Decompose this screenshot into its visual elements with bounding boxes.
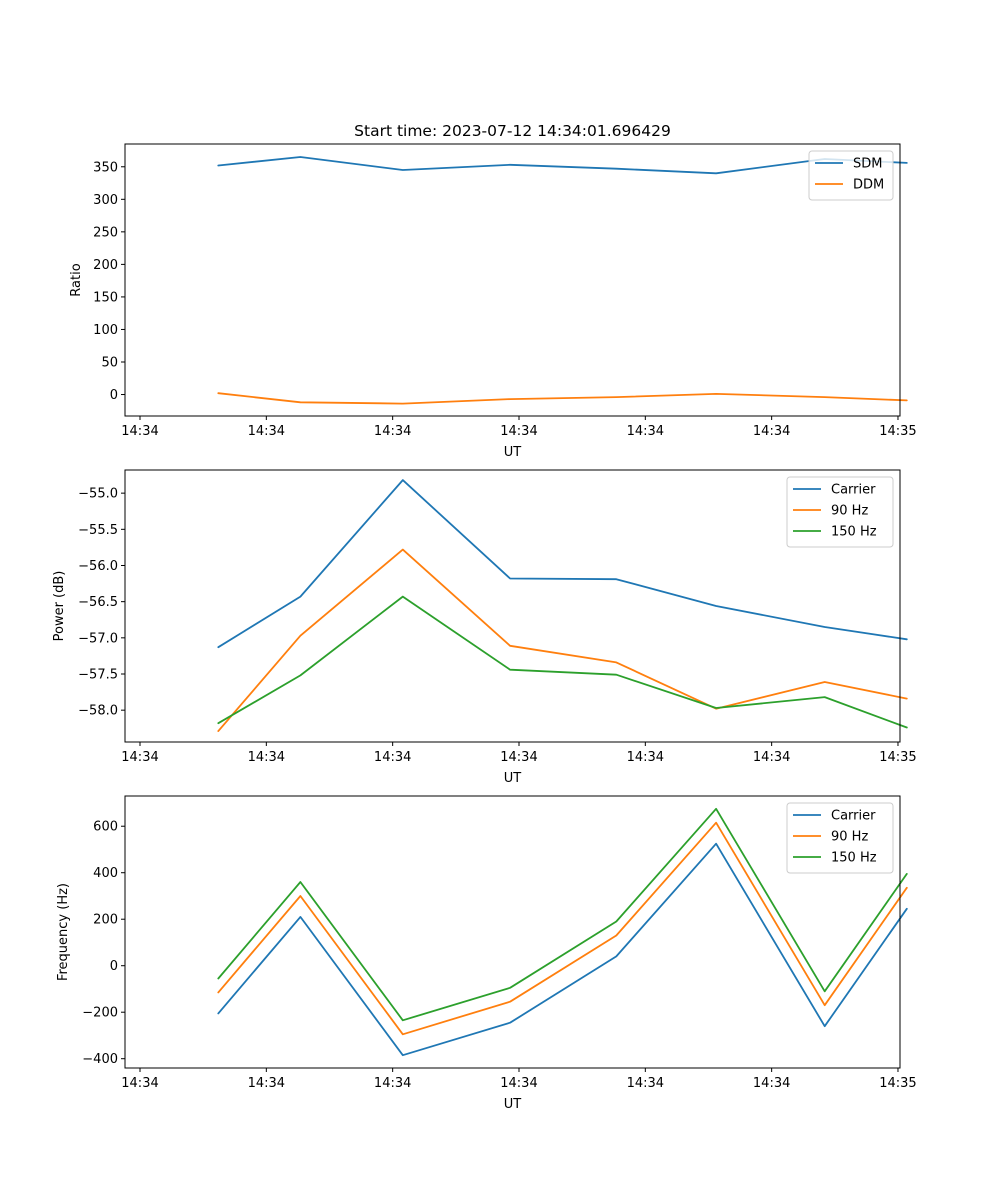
y-tick-label: −56.0 (78, 559, 118, 574)
y-tick-label: −58.0 (78, 704, 118, 719)
x-tick-label: 14:34 (500, 424, 537, 439)
series-line-carrier (217, 479, 908, 649)
x-tick-label: 14:34 (627, 1076, 664, 1091)
x-tick-label: 14:34 (753, 424, 790, 439)
x-tick-label: 14:35 (879, 1076, 916, 1091)
legend-label: Carrier (831, 483, 876, 498)
y-tick-label: 250 (93, 225, 118, 240)
y-tick-label: 200 (93, 258, 118, 273)
chart-title: Start time: 2023-07-12 14:34:01.696429 (354, 122, 671, 140)
y-tick-label: 300 (93, 193, 118, 208)
x-tick-label: 14:34 (248, 1076, 285, 1091)
legend-box (786, 476, 894, 548)
x-tick-label: 14:34 (627, 750, 664, 765)
y-axis-label: Ratio (69, 263, 84, 296)
y-tick-label: 100 (93, 323, 118, 338)
legend: Carrier 90 Hz 150 Hz (786, 802, 894, 874)
x-tick-label: 14:34 (500, 750, 537, 765)
plot-frame (124, 143, 901, 417)
x-tick-label: 14:34 (374, 424, 411, 439)
x-tick-label: 14:34 (374, 750, 411, 765)
x-tick-label: 14:34 (753, 750, 790, 765)
series-line-carrier (217, 842, 908, 1057)
plot-frame (124, 469, 901, 743)
series-line-150-hz (217, 807, 908, 1022)
legend-label: Carrier (831, 809, 876, 824)
y-tick-label: 50 (101, 355, 118, 370)
legend: Carrier 90 Hz 150 Hz (786, 476, 894, 548)
legend-label: SDM (853, 157, 882, 172)
chart-panel-3: 14:34 14:34 14:34 14:34 14:34 14:34 14:35 −400 −… (56, 795, 917, 1112)
series-line-ddm (217, 392, 908, 405)
x-axis-label: UT (504, 771, 522, 786)
x-tick-label: 14:34 (627, 424, 664, 439)
y-tick-label: −200 (82, 1006, 118, 1021)
y-tick-label: 0 (110, 388, 118, 403)
x-tick-label: 14:34 (374, 1076, 411, 1091)
x-axis-label: UT (504, 1097, 522, 1112)
x-tick-label: 14:34 (121, 424, 158, 439)
series-line-150-hz (217, 595, 908, 729)
y-tick-label: 200 (93, 913, 118, 928)
x-tick-label: 14:34 (248, 750, 285, 765)
legend: SDM DDM (808, 150, 894, 201)
legend-label: 150 Hz (831, 525, 877, 540)
series-line-90-hz (217, 548, 908, 732)
legend-label: 150 Hz (831, 851, 877, 866)
y-tick-label: −57.5 (78, 668, 118, 683)
legend-box (786, 802, 894, 874)
y-tick-label: 600 (93, 820, 118, 835)
y-tick-label: 350 (93, 160, 118, 175)
x-tick-label: 14:34 (121, 1076, 158, 1091)
x-tick-label: 14:35 (879, 750, 916, 765)
x-tick-label: 14:34 (121, 750, 158, 765)
y-axis-label: Power (dB) (52, 571, 67, 642)
series-line-sdm (217, 156, 908, 175)
x-tick-label: 14:35 (879, 424, 916, 439)
plot-frame (124, 795, 901, 1069)
legend-label: 90 Hz (831, 504, 868, 519)
legend-label: DDM (853, 178, 884, 193)
x-axis-label: UT (504, 445, 522, 460)
y-axis-label: Frequency (Hz) (56, 883, 71, 981)
y-tick-label: 0 (110, 959, 118, 974)
x-tick-label: 14:34 (500, 1076, 537, 1091)
legend-label: 90 Hz (831, 830, 868, 845)
x-tick-label: 14:34 (753, 1076, 790, 1091)
y-tick-label: −55.5 (78, 523, 118, 538)
x-tick-label: 14:34 (248, 424, 285, 439)
chart-panel-2: 14:34 14:34 14:34 14:34 14:34 14:34 14:35 −58.0… (52, 469, 917, 786)
y-tick-label: 400 (93, 866, 118, 881)
y-tick-label: −55.0 (78, 487, 118, 502)
y-tick-label: −57.0 (78, 631, 118, 646)
y-tick-label: −56.5 (78, 595, 118, 610)
y-tick-label: 150 (93, 290, 118, 305)
chart-panel-1: Start time: 2023-07-12 14:34:01.696429 14… (69, 122, 917, 460)
series-line-90-hz (217, 821, 908, 1036)
y-tick-label: −400 (82, 1052, 118, 1067)
